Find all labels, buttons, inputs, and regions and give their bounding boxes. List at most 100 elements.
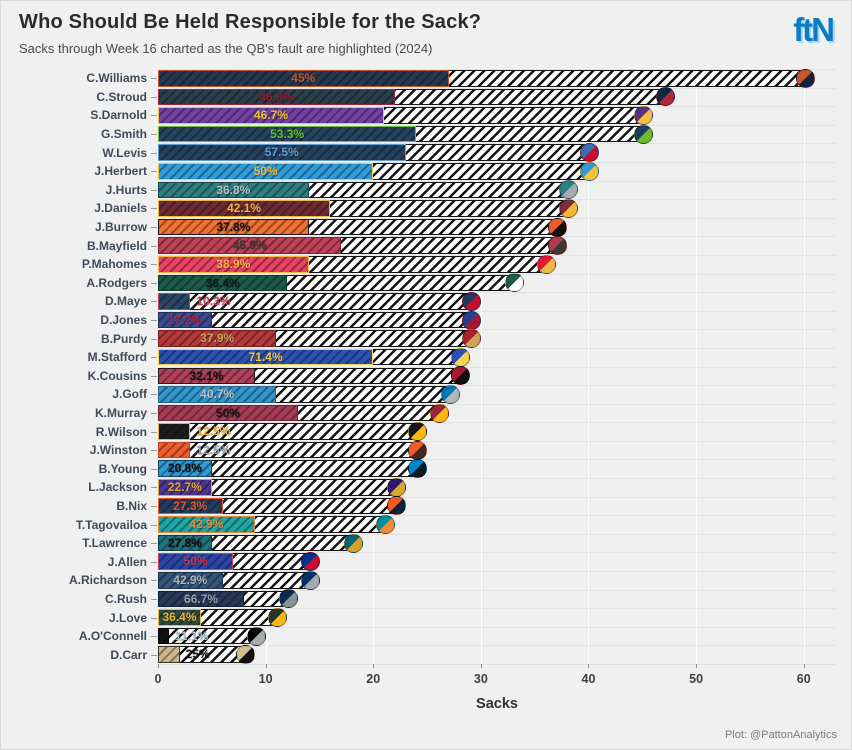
team-logo-giants: [462, 310, 482, 330]
y-axis-tick: [151, 450, 157, 452]
y-axis-tick: [151, 152, 157, 154]
bar-row-byoung: 20.8%: [158, 459, 836, 479]
y-axis-label-wlevis: W.Levis: [102, 145, 147, 160]
row-gridline: [158, 161, 836, 163]
bar-row-tlawrence: 27.8%: [158, 533, 836, 553]
fault-percentage-label: 25%: [185, 647, 210, 662]
row-gridline: [158, 515, 836, 517]
fault-percentage-label: 66.7%: [184, 591, 219, 606]
row-gridline: [158, 273, 836, 275]
team-logo-patriots: [462, 291, 482, 311]
qb-fault-bar: [158, 70, 449, 87]
team-logo-cowboys: [279, 589, 299, 609]
qb-fault-bar: [158, 423, 191, 440]
bar-row-jherbert: 50%: [158, 161, 836, 181]
team-logo-cardinals: [429, 403, 449, 423]
row-gridline: [158, 180, 836, 182]
qb-fault-bar: [158, 516, 255, 533]
y-axis-tick: [151, 282, 157, 284]
x-axis-tick: [803, 664, 805, 668]
y-axis-label-pmahomes: P.Mahomes: [81, 257, 147, 272]
team-logo-bills: [300, 552, 320, 572]
y-axis-label-tlawrence: T.Lawrence: [82, 536, 147, 551]
x-gridline: [265, 69, 267, 664]
fault-percentage-label: 45.9%: [232, 238, 267, 253]
y-axis-tick: [151, 320, 157, 322]
row-gridline: [158, 589, 836, 591]
bar-row-crush: 66.7%: [158, 589, 836, 609]
fault-percentage-label: 50%: [183, 554, 208, 569]
x-axis-tick: [265, 664, 267, 668]
team-logo-colts: [300, 570, 320, 590]
plot-credit: Plot: @PattonAnalytics: [724, 729, 837, 741]
y-axis-label-bnix: B.Nix: [116, 498, 147, 513]
row-gridline: [158, 217, 836, 219]
qb-fault-bar: [158, 627, 169, 645]
x-axis-tick-label: 30: [473, 672, 488, 686]
bar-row-arodgers: 36.4%: [158, 273, 836, 293]
qb-fault-bar: [158, 255, 309, 273]
team-logo-49ers: [462, 329, 482, 349]
fault-percentage-label: 46.8%: [259, 89, 294, 104]
y-axis-tick: [151, 245, 157, 247]
bar-row-cwilliams: 45%: [158, 68, 836, 88]
row-gridline: [158, 608, 836, 610]
y-axis-tick: [151, 301, 157, 303]
team-logo-falcons: [451, 366, 471, 386]
qb-fault-bar: [158, 609, 202, 626]
fault-percentage-label: 10.3%: [196, 294, 231, 309]
bar-row-bpurdy: 37.9%: [158, 329, 836, 349]
y-axis-label-arodgers: A.Rodgers: [86, 275, 147, 290]
total-sacks-bar: [158, 293, 471, 310]
bar-row-jhurts: 36.8%: [158, 180, 836, 200]
bar-row-rwilson: 12.5%: [158, 422, 836, 442]
x-axis-tick: [480, 664, 482, 668]
y-axis-label-bmayfield: B.Mayfield: [86, 238, 147, 253]
bar-row-jwinston: 12.5%: [158, 440, 836, 460]
qb-fault-bar: [158, 646, 180, 663]
x-axis-tick-label: 40: [581, 672, 596, 686]
bar-row-kmurray: 50%: [158, 403, 836, 423]
row-gridline: [158, 403, 836, 405]
y-axis-label-cwilliams: C.Williams: [86, 71, 147, 86]
qb-fault-bar: [158, 88, 395, 106]
fault-percentage-label: 32.1%: [189, 368, 224, 383]
qb-fault-bar: [158, 553, 234, 571]
sack-bar-chart: 45% 46.8% 46.7% 53.3% 57.5% 50% 36.8% 42.1% 37.8…: [158, 68, 836, 665]
bar-row-jlove: 36.4%: [158, 608, 836, 628]
bar-row-jdaniels: 42.1%: [158, 198, 836, 218]
bar-row-ljackson: 22.7%: [158, 477, 836, 497]
qb-fault-bar: [158, 460, 212, 478]
team-logo-browns: [408, 440, 428, 460]
row-gridline: [158, 496, 836, 498]
qb-fault-bar: [158, 572, 223, 589]
team-logo-lions: [440, 384, 460, 404]
y-axis-label-dcarr: D.Carr: [110, 647, 147, 662]
y-axis-label-arichardson: A.Richardson: [68, 573, 147, 588]
qb-fault-bar: [158, 348, 374, 366]
team-logo-packers: [268, 608, 288, 628]
team-logo-dolphins: [376, 515, 395, 535]
y-axis-tick: [151, 375, 157, 377]
fault-percentage-label: 36.4%: [205, 275, 240, 290]
bar-row-dcarr: 25%: [158, 645, 836, 665]
y-axis-tick: [151, 617, 157, 619]
y-axis-label-mstafford: M.Stafford: [87, 350, 147, 365]
x-axis-tick: [373, 664, 375, 668]
bar-row-bmayfield: 45.9%: [158, 236, 836, 256]
row-gridline: [158, 626, 836, 628]
bar-row-bnix: 27.3%: [158, 496, 836, 516]
row-gridline: [158, 571, 836, 573]
total-sacks-bar: [158, 627, 255, 645]
team-logo-titans: [580, 143, 600, 163]
y-axis-label-ljackson: L.Jackson: [88, 480, 147, 495]
row-gridline: [158, 664, 836, 665]
bar-row-jgoff: 40.7%: [158, 384, 836, 404]
total-sacks-bar: [158, 423, 417, 440]
team-logo-ravens: [386, 477, 406, 497]
y-axis-label-jgoff: J.Goff: [112, 387, 147, 402]
row-gridline: [158, 478, 836, 480]
x-axis-title: Sacks: [476, 696, 518, 712]
y-axis-tick: [151, 115, 157, 117]
